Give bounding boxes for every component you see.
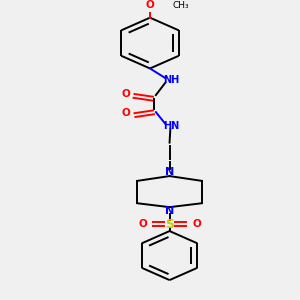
Text: HN: HN [164, 121, 180, 131]
Text: N: N [165, 206, 174, 216]
Text: O: O [122, 108, 130, 118]
Text: O: O [146, 0, 154, 10]
Text: NH: NH [164, 75, 180, 85]
Text: O: O [122, 89, 130, 99]
Text: S: S [165, 218, 174, 231]
Text: N: N [165, 167, 174, 178]
Text: O: O [192, 219, 201, 229]
Text: CH₃: CH₃ [172, 1, 189, 10]
Text: O: O [138, 219, 147, 229]
